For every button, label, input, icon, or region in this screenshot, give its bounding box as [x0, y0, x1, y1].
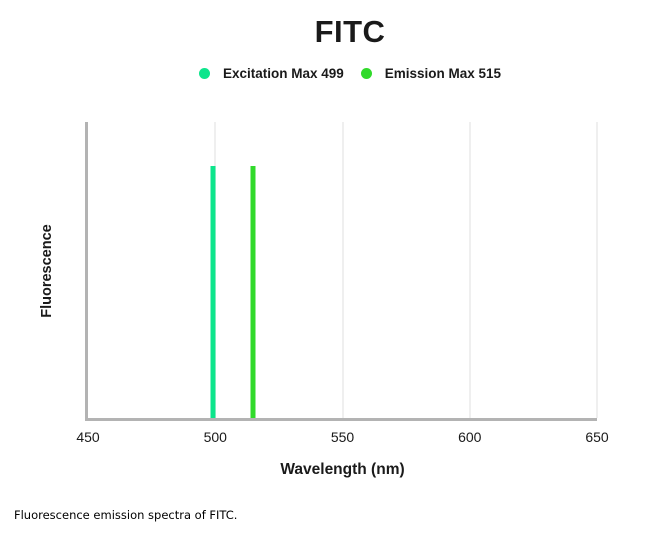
emission-dot-icon [360, 68, 372, 79]
plot-area [85, 122, 598, 421]
legend-item-emission[interactable]: Emission Max 515 [360, 66, 502, 81]
gridline-500 [214, 122, 217, 418]
x-tick-650: 650 [585, 429, 609, 445]
y-axis-label: Fluorescence [39, 224, 55, 318]
gridline-600 [468, 122, 471, 418]
chart-title: FITC [314, 14, 386, 49]
x-tick-600: 600 [458, 429, 482, 445]
emission-peak-bar [250, 166, 256, 418]
chart-header: FITC [90, 0, 610, 50]
x-tick-500: 500 [203, 429, 227, 445]
legend: Excitation Max 499 Emission Max 515 [90, 66, 610, 81]
x-axis-ticks: 450 500 550 600 650 [76, 429, 608, 447]
legend-label-emission: Emission Max 515 [384, 66, 502, 81]
gridline-550 [341, 122, 344, 418]
x-tick-450: 450 [76, 429, 100, 445]
x-tick-550: 550 [330, 429, 355, 445]
excitation-dot-icon [198, 68, 210, 79]
excitation-peak-bar [210, 166, 216, 418]
x-axis-label: Wavelength (nm) [280, 461, 405, 478]
legend-item-excitation[interactable]: Excitation Max 499 [198, 66, 344, 81]
legend-label-excitation: Excitation Max 499 [222, 66, 344, 81]
gridline-650 [596, 122, 598, 418]
figure-caption: Fluorescence emission spectra of FITC. [14, 508, 238, 522]
